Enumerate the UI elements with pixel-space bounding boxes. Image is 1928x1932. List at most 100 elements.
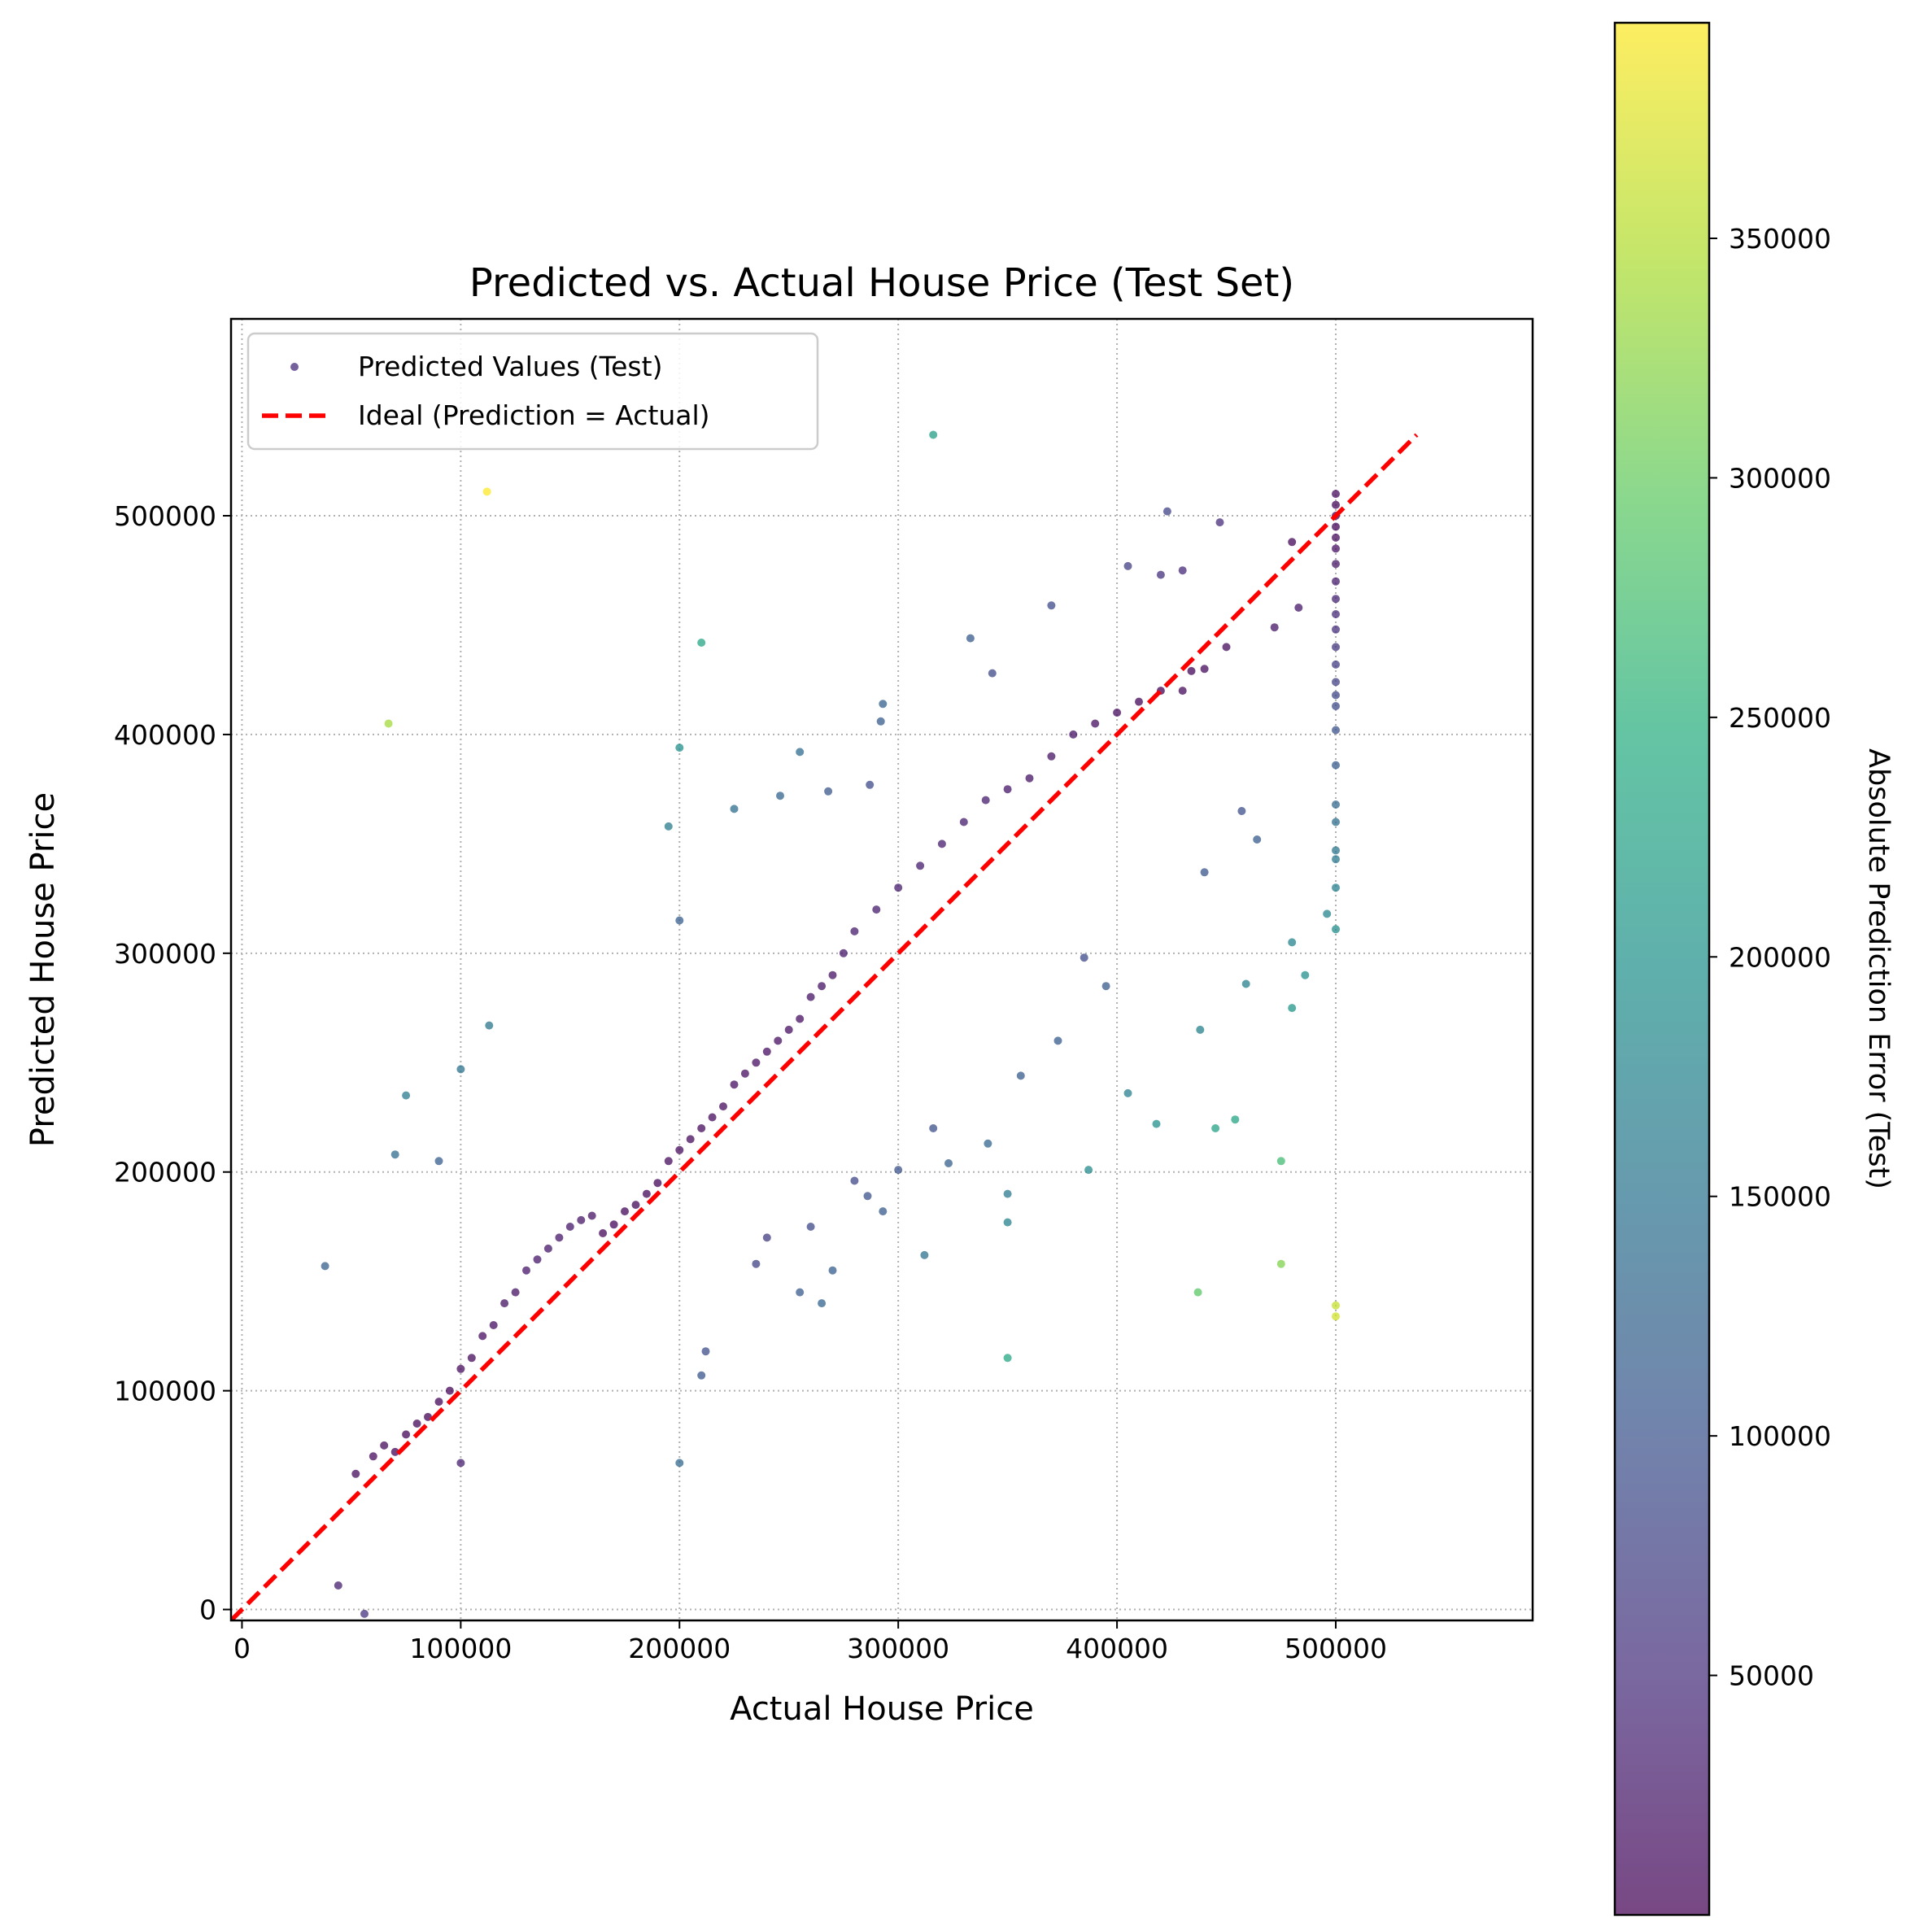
data-point <box>1187 666 1196 675</box>
data-point <box>944 1159 953 1167</box>
data-point <box>796 1014 805 1023</box>
data-point <box>774 1036 783 1045</box>
data-point <box>664 1157 673 1166</box>
y-tick-label: 0 <box>199 1594 216 1626</box>
x-axis-label: Actual House Price <box>730 1690 1034 1728</box>
legend-label-predicted: Predicted Values (Test) <box>358 351 662 382</box>
data-point <box>1025 774 1034 783</box>
legend-marker-predicted <box>290 363 299 371</box>
data-point <box>482 487 491 496</box>
data-point <box>1135 697 1143 706</box>
data-point <box>456 1065 465 1074</box>
data-point <box>686 1135 695 1144</box>
data-point <box>351 1469 360 1478</box>
data-point <box>412 1420 421 1428</box>
data-point <box>1152 1119 1161 1128</box>
grid <box>231 319 1533 1620</box>
data-point <box>866 780 875 789</box>
data-point <box>456 1459 465 1468</box>
data-point <box>1237 807 1246 815</box>
data-point <box>818 1299 827 1308</box>
data-point <box>1123 561 1132 570</box>
x-tick-label: 400000 <box>1066 1633 1168 1664</box>
data-point <box>850 927 859 935</box>
legend-label-ideal: Ideal (Prediction = Actual) <box>358 399 710 431</box>
colorbar: 50000 100000 150000 200000 250000 300000 35000… <box>1613 21 1895 1917</box>
data-point <box>762 1047 771 1056</box>
data-point <box>1047 601 1056 610</box>
data-point <box>402 1430 411 1439</box>
data-point <box>384 719 393 728</box>
data-point <box>1053 1036 1062 1045</box>
colorbar-tick-label: 250000 <box>1729 702 1831 734</box>
data-point <box>380 1441 389 1450</box>
data-point <box>1222 643 1231 652</box>
data-point <box>1332 761 1340 770</box>
data-point <box>1003 785 1012 794</box>
data-point <box>1211 1124 1220 1132</box>
data-point <box>1003 1189 1012 1198</box>
data-point <box>369 1452 377 1461</box>
data-point <box>1332 533 1340 542</box>
data-point <box>1156 570 1165 579</box>
data-point <box>740 1069 749 1078</box>
colorbar-tick-label: 350000 <box>1729 223 1831 255</box>
data-point <box>937 840 946 848</box>
data-point <box>1332 855 1340 864</box>
data-point <box>959 818 968 826</box>
data-point <box>445 1386 454 1395</box>
data-point <box>1016 1071 1025 1080</box>
y-tick-label: 400000 <box>114 719 216 751</box>
data-point <box>1178 687 1187 696</box>
data-point <box>1003 1218 1012 1227</box>
data-point <box>1069 730 1078 739</box>
data-point <box>1241 979 1250 988</box>
data-point <box>555 1233 564 1242</box>
data-point <box>1288 938 1297 947</box>
data-point <box>424 1412 432 1421</box>
data-point <box>796 748 805 757</box>
data-point <box>1215 518 1224 527</box>
data-point <box>456 1364 465 1373</box>
data-point <box>1196 1025 1205 1034</box>
data-point <box>402 1091 411 1100</box>
data-point <box>1162 507 1171 516</box>
data-point <box>984 1139 992 1148</box>
colorbar-frame <box>1613 21 1711 1917</box>
data-point <box>730 805 739 813</box>
data-point <box>511 1288 520 1297</box>
y-axis-ticks: 0 100000 200000 300000 400000 500000 <box>114 500 231 1626</box>
data-point <box>1332 595 1340 604</box>
data-point <box>894 883 903 892</box>
data-point <box>675 1145 684 1154</box>
data-point <box>1332 625 1340 634</box>
data-point <box>1332 702 1340 710</box>
data-point <box>1332 678 1340 687</box>
chart-title: Predicted vs. Actual House Price (Test S… <box>469 260 1294 306</box>
data-point <box>360 1609 369 1618</box>
data-point <box>929 1124 938 1132</box>
data-point <box>818 982 827 991</box>
data-point <box>1288 1004 1297 1013</box>
data-point <box>824 787 833 796</box>
data-point <box>1332 490 1340 499</box>
data-point <box>1332 610 1340 618</box>
data-point <box>1332 925 1340 934</box>
data-point <box>839 949 848 957</box>
data-point <box>701 1347 710 1356</box>
data-point <box>1276 1259 1285 1268</box>
y-tick-label: 500000 <box>114 500 216 532</box>
colorbar-label: Absolute Prediction Error (Test) <box>1862 748 1895 1189</box>
data-point <box>1200 665 1209 674</box>
data-point <box>631 1201 640 1210</box>
data-point <box>796 1288 805 1297</box>
data-point <box>642 1189 651 1198</box>
data-point <box>1332 1312 1340 1321</box>
colorbar-tick-label: 300000 <box>1729 462 1831 494</box>
x-tick-label: 100000 <box>409 1633 512 1664</box>
y-tick-label: 300000 <box>114 938 216 970</box>
data-point <box>390 1447 399 1456</box>
data-point <box>1332 577 1340 586</box>
